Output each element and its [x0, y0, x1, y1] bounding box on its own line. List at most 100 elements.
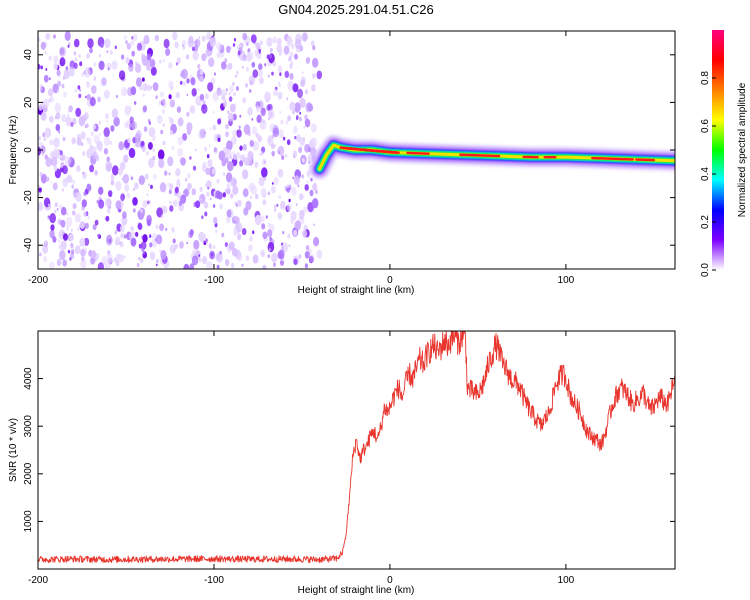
noise-speck — [63, 233, 68, 241]
track-hotspot — [406, 151, 430, 155]
noise-speck — [215, 229, 218, 234]
noise-speck — [118, 70, 126, 80]
noise-speck — [311, 84, 316, 92]
noise-speck — [60, 206, 67, 216]
noise-speck — [200, 198, 202, 201]
spectrogram-y-tick-label: 0 — [23, 147, 34, 153]
noise-speck — [115, 94, 118, 99]
noise-speck — [108, 238, 112, 243]
noise-speck — [246, 67, 249, 72]
noise-speck — [258, 153, 261, 157]
noise-speck — [284, 185, 286, 189]
noise-speck — [57, 80, 62, 87]
noise-speck — [286, 187, 291, 193]
noise-speck — [59, 250, 66, 261]
noise-speck — [116, 253, 121, 261]
noise-speck — [175, 62, 179, 66]
track-hotspot — [635, 158, 656, 162]
noise-speck — [284, 70, 290, 78]
noise-speck — [121, 215, 128, 226]
noise-speck — [162, 123, 165, 127]
noise-speck — [268, 248, 271, 252]
noise-speck — [237, 253, 243, 262]
noise-speck — [169, 183, 174, 191]
noise-speck — [148, 121, 152, 125]
noise-speck — [160, 129, 164, 135]
noise-speck — [131, 36, 134, 40]
noise-speck — [90, 256, 96, 265]
noise-speck — [158, 158, 165, 169]
noise-speck — [202, 162, 207, 169]
noise-speck — [162, 98, 166, 104]
noise-speck — [150, 184, 153, 189]
noise-speck — [140, 209, 143, 213]
noise-speck — [288, 56, 292, 62]
noise-speck — [148, 47, 152, 54]
noise-speck — [226, 216, 231, 224]
noise-speck — [271, 71, 274, 76]
noise-speck — [71, 137, 76, 145]
noise-speck — [72, 179, 76, 185]
noise-speck — [113, 116, 120, 127]
noise-speck — [286, 139, 291, 146]
noise-speck — [58, 149, 61, 152]
noise-speck — [111, 108, 119, 119]
noise-speck — [149, 58, 156, 68]
noise-speck — [241, 169, 249, 180]
noise-speck — [214, 222, 218, 228]
noise-speck — [67, 113, 70, 118]
colorbar-tick-label: 0.4 — [700, 167, 711, 181]
noise-speck — [144, 173, 149, 180]
noise-speck — [274, 208, 277, 212]
noise-speck — [227, 161, 234, 172]
spectrogram-x-tick-label: -200 — [28, 275, 48, 286]
noise-speck — [221, 61, 227, 70]
noise-speck — [249, 140, 255, 147]
noise-speck — [71, 184, 74, 189]
noise-speck — [186, 93, 189, 97]
noise-speck — [159, 59, 162, 64]
noise-speck — [165, 227, 168, 231]
noise-speck — [141, 54, 147, 62]
noise-speck — [45, 68, 48, 71]
noise-speck — [305, 57, 310, 65]
noise-speck — [206, 180, 212, 189]
colorbar-ticks: 0.0 0.2 0.4 0.6 0.8 — [700, 71, 716, 277]
noise-speck — [224, 259, 230, 266]
noise-speck — [151, 239, 157, 248]
noise-speck — [304, 251, 310, 259]
noise-speck — [250, 34, 257, 44]
noise-speck — [80, 258, 87, 269]
noise-speck — [233, 154, 237, 160]
noise-speck — [205, 167, 211, 175]
noise-speck — [247, 106, 253, 116]
noise-speck — [312, 72, 316, 79]
noise-speck — [229, 85, 234, 93]
noise-speck — [159, 182, 167, 193]
noise-speck — [79, 88, 82, 92]
noise-speck — [60, 219, 66, 228]
noise-speck — [232, 82, 235, 86]
noise-speck — [100, 76, 107, 87]
noise-speck — [149, 251, 156, 260]
noise-speck — [286, 203, 292, 212]
noise-speck — [312, 210, 315, 213]
noise-speck — [278, 84, 281, 88]
noise-speck — [97, 262, 104, 269]
noise-speck — [235, 74, 237, 78]
noise-speck — [53, 34, 56, 39]
noise-speck — [158, 100, 162, 106]
noise-speck — [245, 83, 248, 88]
noise-speck — [304, 118, 311, 128]
noise-speck — [135, 200, 138, 203]
noise-speck — [43, 74, 49, 83]
colorbar-tick-label: 0.8 — [700, 71, 711, 85]
noise-speck — [93, 146, 97, 152]
noise-speck — [75, 191, 82, 203]
noise-speck — [221, 232, 225, 238]
noise-speck — [112, 165, 119, 176]
noise-speck — [108, 190, 113, 198]
noise-speck — [44, 154, 48, 160]
noise-speck — [265, 215, 268, 219]
noise-speck — [260, 151, 264, 156]
